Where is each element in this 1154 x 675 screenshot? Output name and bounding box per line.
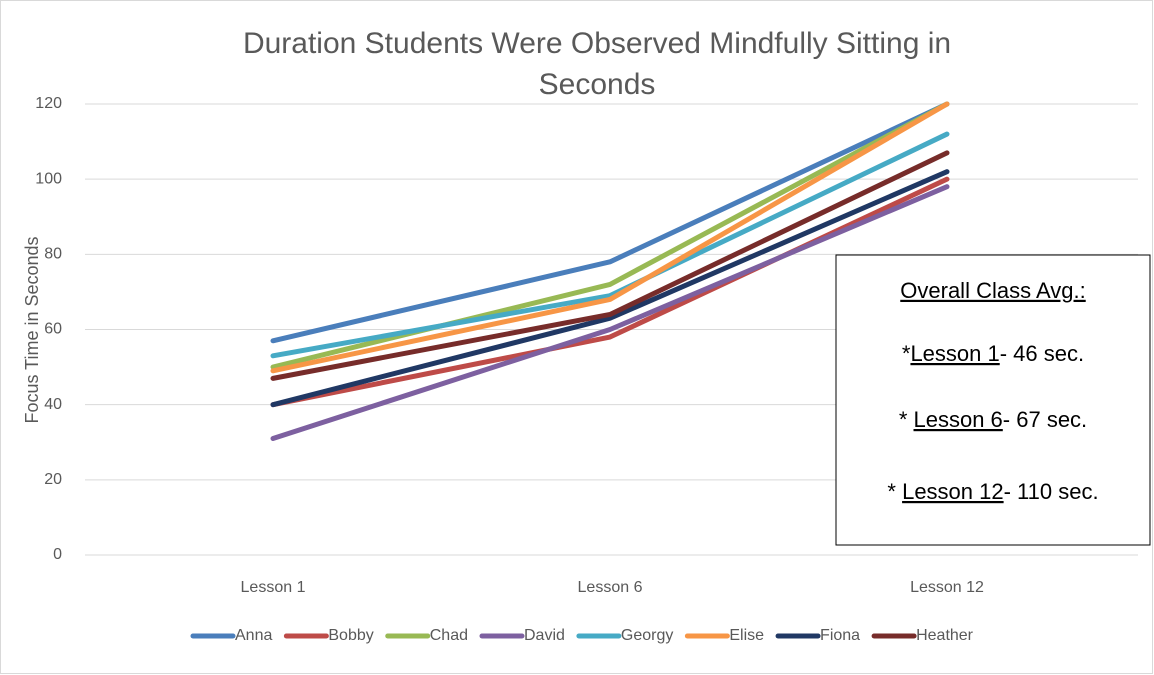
- legend-label: Georgy: [621, 627, 673, 644]
- y-tick-label: 40: [44, 396, 62, 413]
- annotation-rest: - 110 sec.: [1004, 479, 1099, 504]
- chart-title: Duration Students Were Observed Mindfull…: [243, 27, 951, 60]
- legend-label: Heather: [916, 627, 974, 644]
- legend-label: Fiona: [820, 627, 860, 644]
- chart-title-line2: Seconds: [539, 68, 656, 101]
- y-tick-label: 0: [53, 546, 62, 563]
- annotation-line: *Lesson 1- 46 sec.: [902, 341, 1084, 366]
- annotation-frame: [835, 254, 1151, 546]
- title-text: Duration Students Were Observed Mindfull…: [243, 27, 951, 60]
- legend-label: Elise: [729, 627, 764, 644]
- series-line: [270, 150, 950, 381]
- legend-label: Chad: [430, 627, 468, 644]
- series-line: [270, 184, 950, 441]
- annotation-prefix: *: [902, 341, 911, 366]
- x-tick-label: Lesson 1: [241, 579, 306, 596]
- legend: Anna Bobby Chad David Georgy Elise Fiona Heathe…: [190, 627, 974, 644]
- series-line: [270, 131, 950, 359]
- legend-label: Bobby: [328, 627, 373, 644]
- annotation-line: * Lesson 6- 67 sec.: [899, 407, 1087, 432]
- title-text-wrap: Seconds: [539, 68, 656, 101]
- series-line: [270, 101, 950, 370]
- legend-label: Anna: [235, 627, 272, 644]
- y-tick-label: 120: [35, 95, 62, 112]
- annotation-rest: - 67 sec.: [1003, 407, 1087, 432]
- y-tick-label: 20: [44, 471, 62, 488]
- annotation-box: Overall Class Avg.: *Lesson 1- 46 sec.* …: [835, 254, 1151, 546]
- y-tick-label: 100: [35, 170, 62, 187]
- series-line: [270, 169, 950, 408]
- legend-label: David: [524, 627, 565, 644]
- annotation-rest: - 46 sec.: [1000, 341, 1084, 366]
- annotation-prefix: *: [887, 479, 902, 504]
- y-tick-label: 80: [44, 246, 62, 263]
- annotation-line: * Lesson 12- 110 sec.: [887, 479, 1098, 504]
- annotation-heading: Overall Class Avg.:: [900, 278, 1085, 303]
- x-tick-label: Lesson 12: [910, 579, 984, 596]
- series-line: [270, 101, 950, 374]
- y-axis-label: Focus Time in Seconds: [22, 236, 42, 423]
- y-tick-label: 60: [44, 321, 62, 338]
- x-tick-label: Lesson 6: [578, 579, 643, 596]
- annotation-lesson: Lesson 6: [914, 407, 1003, 432]
- annotation-lesson: Lesson 12: [902, 479, 1004, 504]
- series-line: [270, 101, 950, 344]
- annotation-lesson: Lesson 1: [910, 341, 999, 366]
- annotation-prefix: *: [899, 407, 914, 432]
